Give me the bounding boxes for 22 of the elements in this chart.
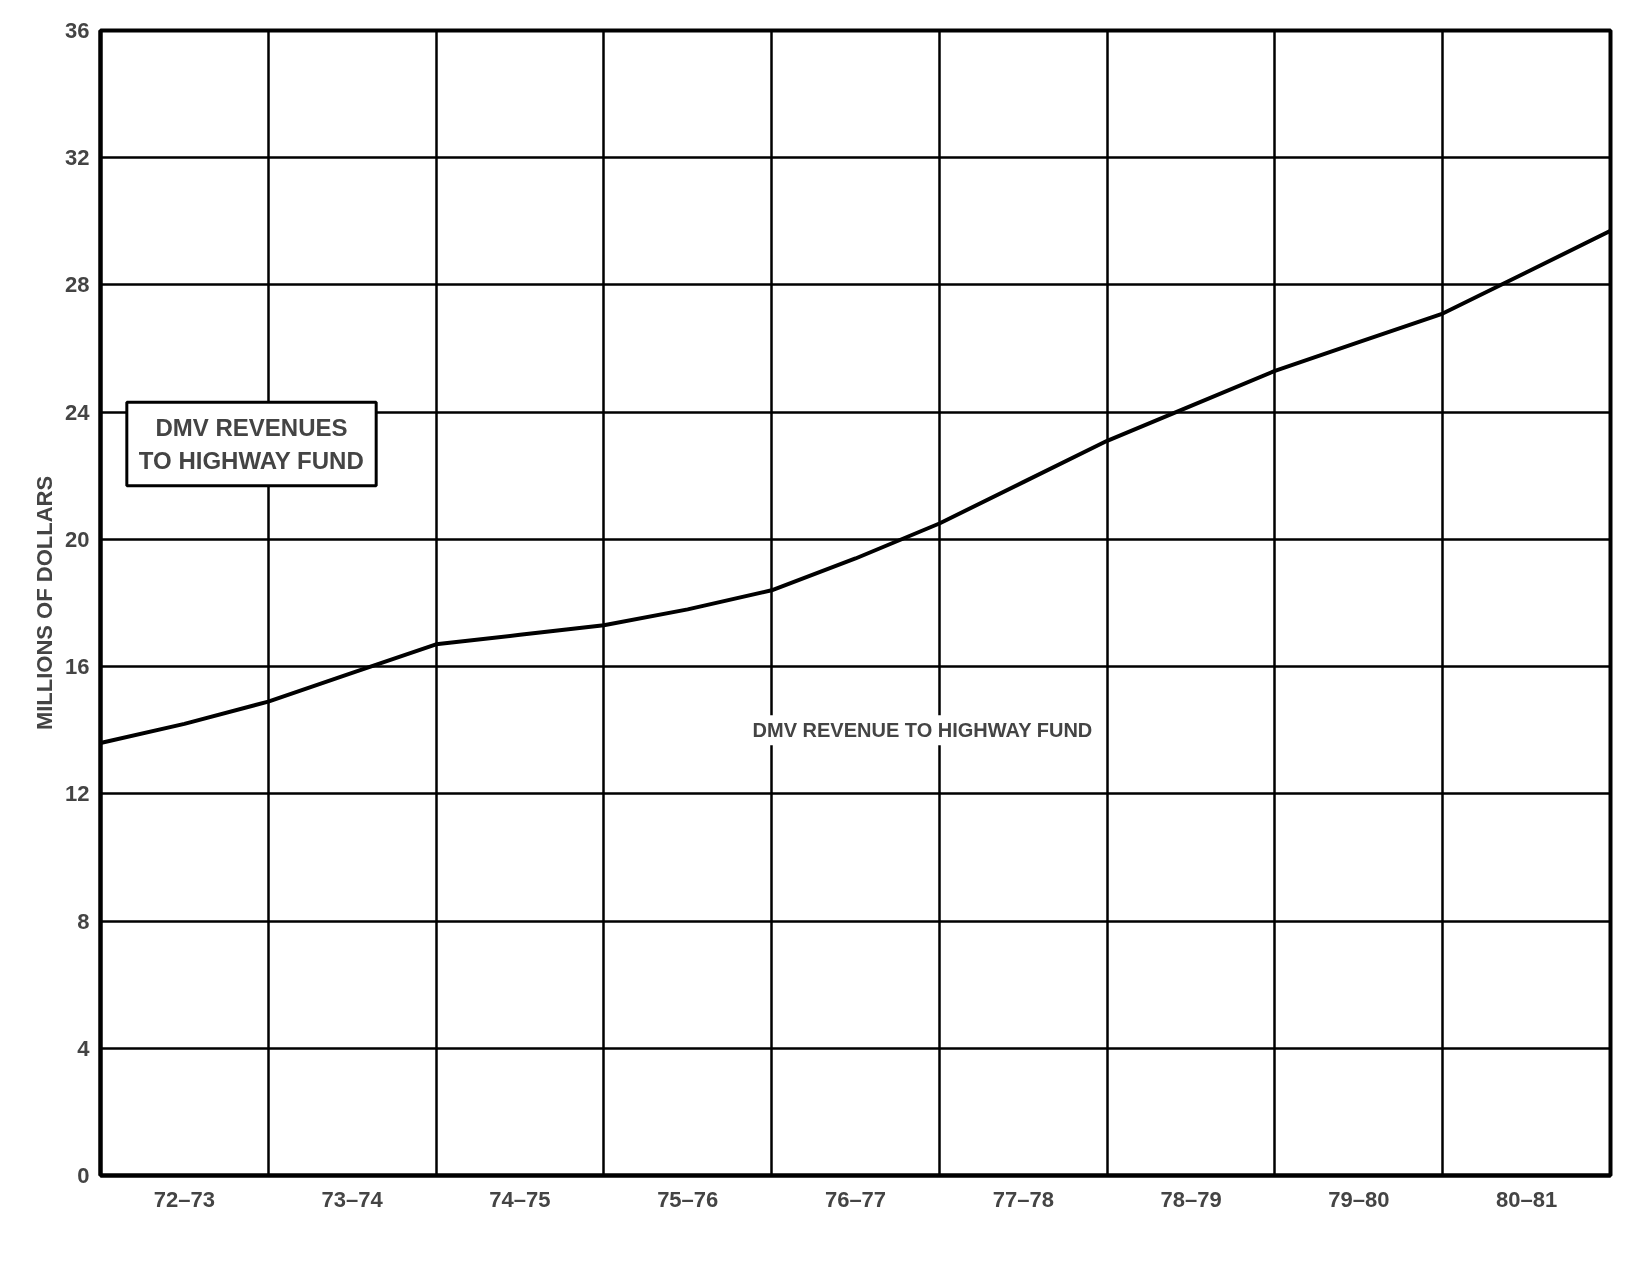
annotation: DMV REVENUE TO HIGHWAY FUND [752,719,1093,742]
y-tick-label: 28 [65,272,90,298]
x-tick-label: 77–78 [992,1186,1054,1212]
y-tick-label: 20 [65,526,90,552]
y-tick-label: 32 [65,145,90,171]
annotation: DMV REVENUES TO HIGHWAY FUND [138,414,364,474]
y-tick-label: 36 [65,18,90,43]
y-tick-label: 4 [77,1035,91,1061]
x-tick-label: 73–74 [321,1186,384,1212]
x-tick-label: 72–73 [153,1186,215,1212]
x-tick-label: 76–77 [824,1186,887,1212]
y-tick-label: 16 [65,654,90,680]
y-tick-label: 24 [65,399,91,425]
x-tick-label: 79–80 [1328,1186,1390,1212]
x-tick-label: 74–75 [489,1186,551,1212]
y-tick-label: 8 [77,908,90,934]
x-tick-label: 75–76 [657,1186,719,1212]
y-tick-label: 12 [65,781,90,807]
x-tick-label: 80–81 [1496,1186,1558,1212]
y-tick-label: 0 [77,1163,90,1188]
y-axis-title: MILLIONS OF DOLLARS [32,475,58,731]
x-tick-label: 78–79 [1160,1186,1222,1212]
